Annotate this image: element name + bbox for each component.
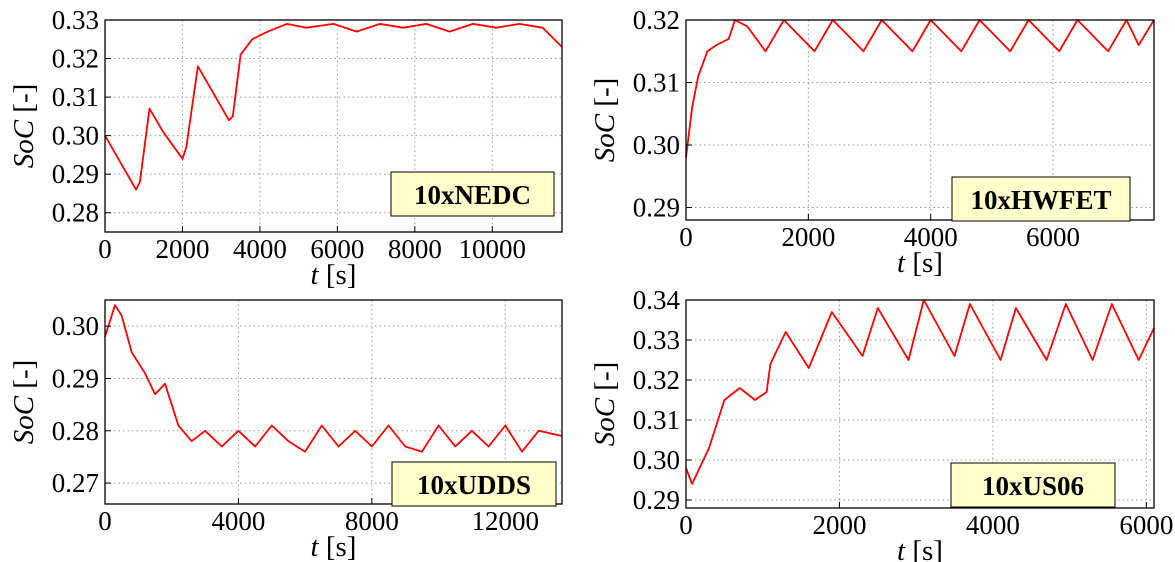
cycle-badge — [951, 176, 1131, 222]
y-tick-label: 0.30 — [52, 121, 99, 151]
plot-frame — [685, 299, 1155, 509]
y-tick-label: 0.30 — [52, 311, 99, 341]
y-tick-label: 0.29 — [633, 485, 680, 515]
cycle-badge — [950, 462, 1116, 508]
y-axis-label: SoC [-] — [589, 362, 621, 447]
y-axis-unit: [-] — [8, 360, 40, 396]
y-tick-label: 0.32 — [52, 44, 99, 74]
y-tick-label: 0.28 — [52, 198, 99, 228]
y-tick-label: 0.30 — [633, 130, 680, 160]
y-tick-label: 0.27 — [52, 468, 99, 498]
y-tick-label: 0.31 — [52, 82, 99, 112]
x-tick-label: 2000 — [155, 234, 209, 264]
x-tick-label: 4000 — [233, 234, 287, 264]
soc-series-line — [685, 19, 1155, 158]
panel-nedc: 0 2000 4000 6000 8000 10000 0.28 0.29 0.30 0.31 0.… — [8, 5, 563, 291]
x-axis-unit: [s] — [319, 259, 357, 291]
x-tick-label: 4000 — [904, 222, 958, 252]
cycle-badge-label: 10xNEDC — [414, 180, 531, 210]
x-tick-label: 8000 — [345, 506, 399, 536]
cycle-badge — [390, 171, 555, 217]
y-tick-label: 0.31 — [633, 68, 680, 98]
soc-series-line — [104, 22, 563, 191]
panel-us06: 0 2000 4000 6000 0.29 0.30 0.31 0.32 0.33 0.34 t [… — [589, 285, 1173, 562]
x-tick-label: 4000 — [211, 506, 265, 536]
y-tick-label: 0.34 — [633, 285, 681, 315]
x-axis-unit: [s] — [905, 535, 943, 562]
x-tick-label: 2000 — [781, 222, 835, 252]
cycle-badge-label: 10xUDDS — [417, 470, 531, 500]
x-axis-label: t [s] — [311, 531, 357, 562]
y-axis-label: SoC [-] — [8, 360, 40, 445]
y-tick-label: 0.33 — [633, 325, 680, 355]
y-axis-label: SoC [-] — [8, 84, 40, 169]
y-axis-label: SoC [-] — [589, 78, 621, 163]
y-axis-symbol: SoC — [589, 113, 621, 162]
x-tick-label: 6000 — [1026, 222, 1080, 252]
x-tick-label: 6000 — [1119, 510, 1173, 540]
x-tick-label: 4000 — [966, 510, 1020, 540]
x-axis-symbol: t — [897, 247, 906, 279]
y-axis-symbol: SoC — [8, 119, 40, 168]
y-axis-symbol: SoC — [589, 397, 621, 446]
x-axis-symbol: t — [311, 531, 320, 562]
y-tick-label: 0.29 — [52, 159, 99, 189]
x-axis-unit: [s] — [319, 531, 357, 562]
y-tick-label: 0.32 — [633, 365, 680, 395]
x-tick-label: 6000 — [310, 234, 364, 264]
cycle-badge-label: 10xUS06 — [982, 471, 1084, 501]
x-axis-unit: [s] — [905, 247, 943, 279]
x-tick-label: 10000 — [459, 234, 527, 264]
x-axis-symbol: t — [897, 535, 906, 562]
y-tick-label: 0.30 — [633, 445, 680, 475]
x-tick-label: 0 — [98, 506, 112, 536]
panel-hwfet: 0 2000 4000 6000 0.29 0.30 0.31 0.32 t [s] SoC [-… — [589, 5, 1155, 279]
x-tick-label: 0 — [98, 234, 112, 264]
y-tick-label: 0.31 — [633, 405, 680, 435]
y-axis-unit: [-] — [589, 362, 621, 398]
plot-frame — [685, 19, 1155, 221]
plot-frame — [104, 19, 563, 233]
soc-series-line — [104, 304, 563, 453]
cycle-badge — [391, 461, 557, 507]
y-axis-unit: [-] — [8, 84, 40, 120]
x-tick-label: 0 — [679, 222, 693, 252]
x-axis-label: t [s] — [897, 247, 943, 279]
y-tick-label: 0.28 — [52, 416, 99, 446]
x-tick-label: 12000 — [472, 506, 540, 536]
x-axis-symbol: t — [311, 259, 320, 291]
y-axis-unit: [-] — [589, 78, 621, 114]
x-tick-label: 8000 — [388, 234, 442, 264]
soc-series-line — [685, 299, 1155, 485]
cycle-badge-label: 10xHWFET — [970, 185, 1111, 215]
x-axis-label: t [s] — [311, 259, 357, 291]
panel-udds: 0 4000 8000 12000 0.27 0.28 0.29 0.30 t [s] SoC [… — [8, 299, 563, 562]
plot-frame — [104, 299, 563, 505]
y-tick-label: 0.29 — [633, 193, 680, 223]
y-tick-label: 0.32 — [633, 5, 680, 35]
x-tick-label: 0 — [679, 510, 693, 540]
y-axis-symbol: SoC — [8, 395, 40, 444]
y-tick-label: 0.29 — [52, 363, 99, 393]
y-tick-label: 0.33 — [52, 5, 99, 35]
x-tick-label: 2000 — [812, 510, 866, 540]
x-axis-label: t [s] — [897, 535, 943, 562]
